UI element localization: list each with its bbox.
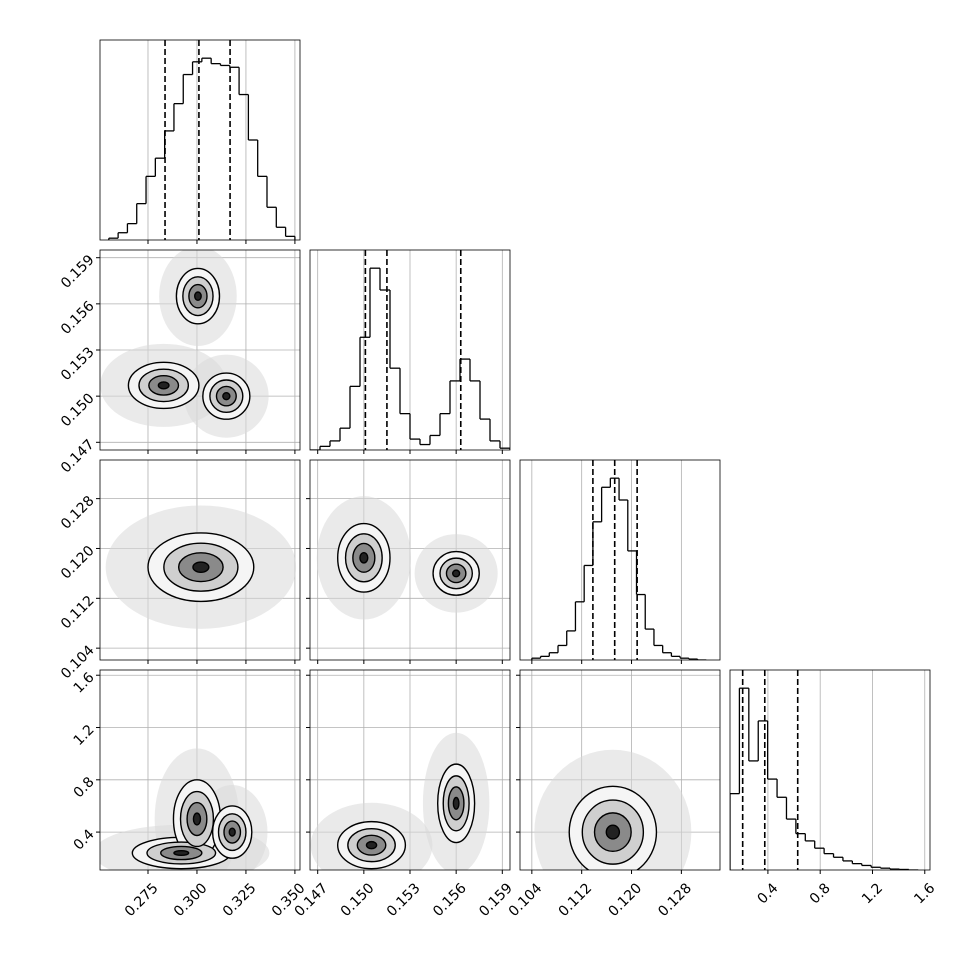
density-contour	[222, 391, 231, 401]
panel-frame	[309, 669, 511, 871]
x-tick-label: 0.128	[655, 880, 695, 920]
panel	[310, 670, 510, 870]
panel	[520, 670, 720, 870]
x-tick-label: 0.4	[754, 880, 781, 907]
density-contour	[157, 381, 170, 390]
y-tick-label: 0.120	[58, 543, 98, 583]
y-tick-label: 1.2	[71, 722, 98, 749]
density-contour	[192, 812, 202, 826]
x-tick-label: 0.275	[122, 880, 162, 920]
x-tick-label: 0.156	[430, 880, 470, 920]
panel	[100, 460, 300, 660]
y-tick-label: 0.159	[58, 252, 98, 292]
x-tick-label: 0.325	[220, 880, 260, 920]
y-tick-label: 0.147	[58, 437, 98, 477]
y-tick-label: 0.8	[71, 774, 98, 801]
density-contour	[194, 291, 202, 302]
x-tick-label: 0.112	[556, 880, 596, 920]
density-contour	[228, 827, 236, 837]
x-tick-label: 0.120	[605, 880, 645, 920]
y-tick-label: 0.156	[58, 298, 98, 338]
x-tick-label: 1.6	[911, 880, 938, 907]
density-contour	[173, 849, 190, 857]
panel-frame	[309, 459, 511, 661]
y-tick-label: 0.112	[58, 593, 98, 633]
panel	[108, 40, 296, 240]
x-tick-label: 1.2	[859, 880, 886, 907]
density-contour	[452, 796, 460, 810]
panel-frame	[519, 459, 721, 661]
panel-frame	[519, 669, 721, 871]
y-tick-label: 0.128	[58, 493, 98, 533]
x-tick-label: 0.150	[338, 880, 378, 920]
panel	[310, 460, 510, 660]
panel-frame	[309, 249, 511, 451]
density-contour	[192, 561, 210, 574]
panel-frame	[729, 669, 931, 871]
density-contour	[451, 569, 461, 578]
panel-frame	[99, 459, 301, 661]
panel-frame	[99, 39, 301, 241]
panel	[310, 250, 510, 450]
y-tick-label: 0.150	[58, 390, 98, 430]
panel	[100, 250, 300, 450]
x-tick-label: 0.153	[384, 880, 424, 920]
x-tick-label: 0.8	[807, 880, 834, 907]
density-contour	[365, 840, 378, 850]
panel	[100, 670, 300, 870]
panel	[730, 670, 926, 870]
x-tick-label: 0.104	[506, 880, 546, 920]
y-tick-label: 0.4	[71, 826, 98, 853]
y-tick-label: 0.153	[58, 344, 98, 384]
density-contour	[359, 551, 369, 564]
density-contour	[605, 824, 621, 840]
panel-frame	[99, 249, 301, 451]
panel	[531, 460, 707, 660]
x-tick-label: 0.300	[171, 880, 211, 920]
panel-frame	[99, 669, 301, 871]
